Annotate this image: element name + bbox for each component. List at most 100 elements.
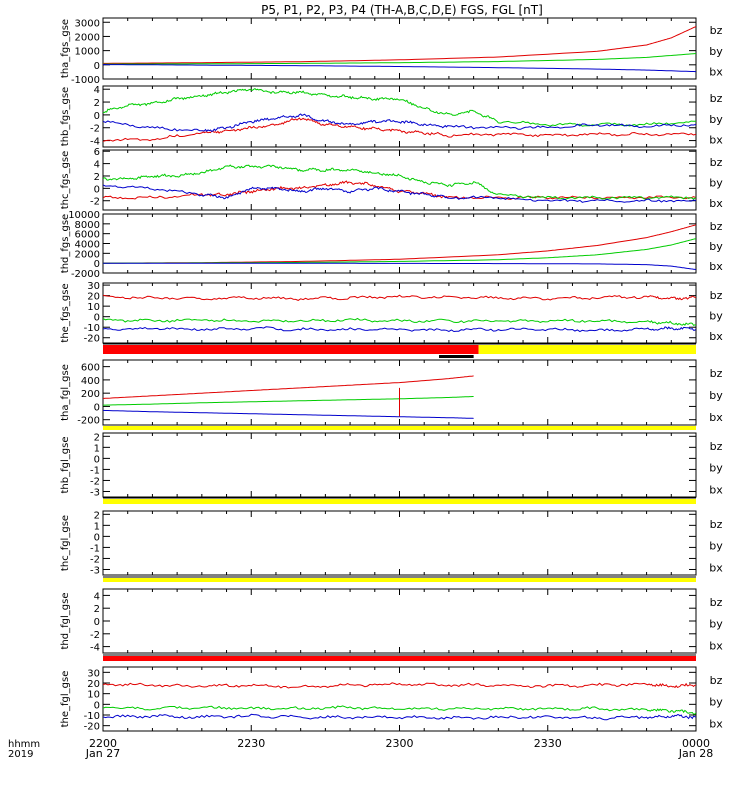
legend-bx: bx [709,66,723,79]
y-axis-label: thc_fgl_gse [60,515,71,571]
series-line-by [103,705,696,715]
legend-bz: bz [710,156,723,169]
x-tick-date-label: Jan 27 [85,747,120,760]
legend-by: by [709,113,723,126]
series-line-bx [103,113,696,132]
legend-bx: bx [709,134,723,147]
y-tick-label: 10000 [68,210,100,221]
x-tick-date-label: Jan 28 [678,747,713,760]
status-bar [103,576,696,582]
y-tick-label: -2000 [71,269,100,280]
status-segment [103,499,696,504]
panel-thc_fgs_gse: -2 024 6 thc_fgs_gse bz by bx [60,147,723,211]
y-tick-label: -4 [90,137,100,148]
chart-title: P5, P1, P2, P3, P4 (TH-A,B,C,D,E) FGS, F… [261,3,543,17]
y-tick-label: 1000 [75,47,100,58]
series-line-by [103,87,696,127]
panel-frame [102,17,697,80]
legend-bz: bz [710,24,723,37]
legend-by: by [709,462,723,475]
y-tick-label: 0 [94,61,100,72]
legend-by: by [709,389,723,402]
y-tick-label: 400 [81,376,100,387]
y-tick-label: -10 [84,711,100,722]
legend-bz: bz [710,596,723,609]
y-tick-label: 0 [94,111,100,122]
y-tick-label: 10 [87,302,100,313]
y-tick-label: -1 [90,465,100,476]
panel-thd_fgl_gse: -4 -2 0 2 4 thd_fgl_gse bz by bx [60,588,723,654]
series-line-bx [103,262,696,271]
series-line-bz [103,682,696,689]
series-line-by [103,396,474,406]
x-tick-label: 0000 [682,737,710,750]
y-tick-label: 2 [94,432,100,443]
status-segment [478,345,696,354]
legend-bx: bx [709,717,723,730]
x-row-label-time: hhmm [8,739,40,750]
y-tick-label: 4000 [75,240,100,251]
y-tick-label: 0 [94,454,100,465]
series-line-bz [103,26,696,64]
status-marker [439,355,474,358]
y-tick-label: -2 [90,476,100,487]
y-axis-label: the_fgl_gse [60,671,71,728]
y-tick-label: 0 [94,313,100,324]
y-tick-label: 3000 [75,18,100,29]
y-tick-label: 0 [94,700,100,711]
y-tick-label: 4 [94,160,100,171]
y-tick-label: 20 [87,292,100,303]
y-tick-label: 2 [94,510,100,521]
y-tick-label: 600 [81,363,100,374]
legend-by: by [709,540,723,553]
panel-frame [102,510,697,576]
status-bar [103,497,696,504]
y-axis-label: thd_fgl_gse [60,593,71,650]
y-tick-label: -10 [84,323,100,334]
panel-tha_fgl_gse: -200 0 200 400 600 tha_fgl_gse bz by bx [60,359,723,427]
y-tick-label: -20 [84,334,100,345]
y-tick-label: -3 [90,487,100,498]
y-tick-label: -20 [84,722,100,733]
y-axis-label: thc_fgs_gse [60,151,71,210]
series-line-bx [103,64,696,73]
y-tick-label: -2 [90,197,100,208]
panel-frame [102,149,697,211]
y-axis-label: thd_fgs_gse [60,214,71,273]
legend-bz: bz [710,674,723,687]
legend-bx: bx [709,411,723,424]
y-tick-label: -1000 [71,75,100,86]
legend-bz: bz [710,92,723,105]
panel-frame [102,588,697,654]
panel-frame [102,85,697,148]
y-tick-label: 30 [87,281,100,292]
y-tick-label: 2 [94,98,100,109]
y-tick-label: 8000 [75,220,100,231]
series-line-by [103,317,696,326]
panel-frame [102,666,697,732]
y-tick-label: 20 [87,679,100,690]
status-segment [103,345,479,354]
legend-bx: bx [709,260,723,273]
legend-bx: bx [709,197,723,210]
legend-bx: bx [709,330,723,343]
panel-frame [102,432,697,498]
y-tick-label: -3 [90,565,100,576]
y-tick-label: 30 [87,668,100,679]
x-tick-label: 2230 [237,737,265,750]
y-tick-label: 1 [94,521,100,532]
y-tick-label: 2000 [75,32,100,43]
panel-tha_fgs_gse: -1000 0 1000 2000 3000 tha_fgs_gse bz by bx [60,17,723,86]
series-line-bx [103,713,696,721]
legend-by: by [709,309,723,322]
series-line-bz [103,224,696,264]
y-tick-label: -200 [77,416,100,427]
y-tick-label: 0 [94,259,100,270]
